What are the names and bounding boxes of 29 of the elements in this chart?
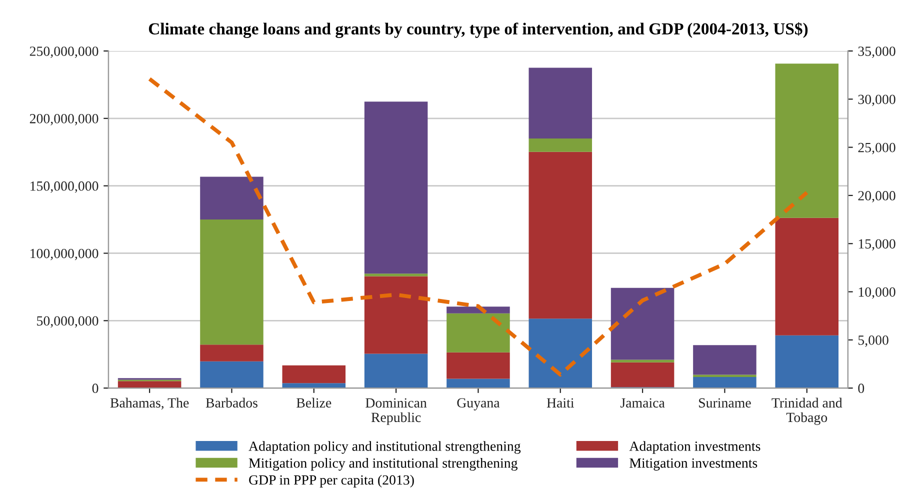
- y-tick-label: 50,000,000: [37, 316, 98, 328]
- legend-label: GDP in PPP per capita (2013): [249, 474, 414, 488]
- y-tick-label: 250,000,000: [30, 46, 98, 58]
- y2-tick-label: 10,000: [858, 287, 896, 299]
- y2-tick-label: 30,000: [858, 94, 896, 106]
- legend-label: Mitigation policy and institutional strengthening: [248, 458, 518, 471]
- y-tick-label: 0: [92, 384, 98, 394]
- x-tick-label: Haiti: [546, 398, 574, 408]
- x-tick-label: Belize: [296, 398, 332, 408]
- y2-tick-label: 20,000: [858, 191, 896, 202]
- x-tick-label: Trinidad and Tobago: [772, 398, 842, 425]
- x-tick-label: Guyana: [457, 398, 500, 410]
- x-tick-label: Dominican Republic: [366, 398, 427, 425]
- y2-tick-label: 5,000: [858, 336, 888, 347]
- x-tick-label: Bahamas, The: [110, 398, 189, 410]
- y-tick-label: 200,000,000: [30, 114, 98, 126]
- y2-tick-label: 25,000: [858, 142, 896, 154]
- x-tick-label: Jamaica: [620, 398, 665, 408]
- x-tick-label: Suriname: [699, 398, 751, 408]
- y-tick-label: 150,000,000: [30, 181, 98, 193]
- y2-tick-label: 0: [858, 384, 864, 394]
- chart-title: Climate change loans and grants by country, type of intervention, and GDP (2004-2013, US$): [148, 22, 808, 38]
- y2-tick-label: 35,000: [858, 46, 896, 58]
- y2-tick-label: 15,000: [858, 239, 896, 251]
- x-tick-label: Barbados: [206, 398, 258, 408]
- legend-label: Adaptation investments: [629, 441, 760, 454]
- y-tick-label: 100,000,000: [30, 248, 98, 260]
- legend-label: Adaptation policy and institutional strengthening: [248, 441, 521, 454]
- legend-label: Mitigation investments: [630, 458, 758, 471]
